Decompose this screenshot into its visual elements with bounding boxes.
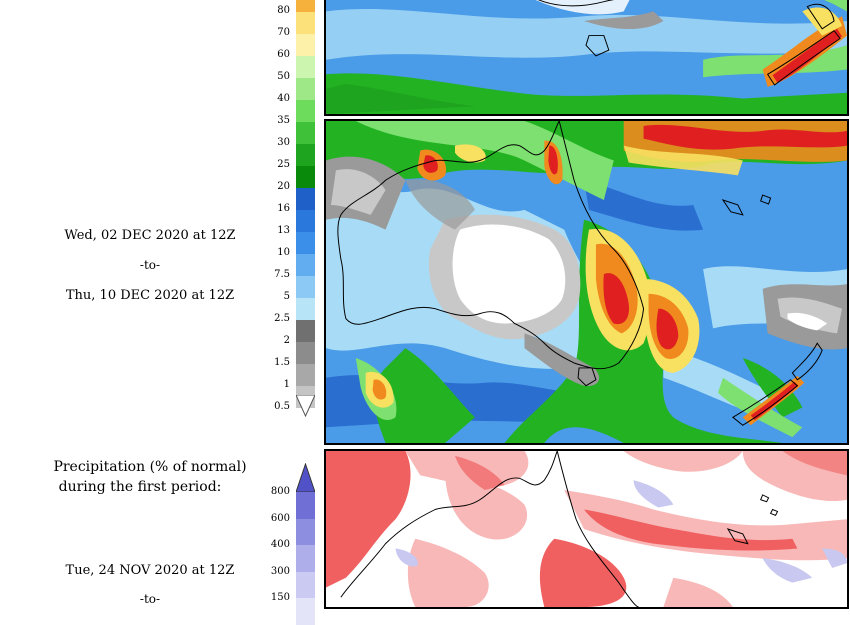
- precip-scale-label: 13: [277, 225, 290, 236]
- precip-colorbar-cell: [296, 78, 315, 100]
- anomaly-colorbar-cell: [296, 518, 315, 545]
- precip-scale-label: 2.5: [274, 313, 290, 324]
- anomaly-colorbar-cell: [296, 571, 315, 598]
- precip-scale-label: 7.5: [274, 269, 290, 280]
- precipitation-colorbar: [296, 0, 315, 408]
- precip-colorbar-cell: [296, 56, 315, 78]
- forecast-end-label: Thu, 10 DEC 2020 at 12Z: [65, 288, 235, 303]
- precip-scale-label: 25: [277, 159, 290, 170]
- anomaly-colorbar-cell: [296, 545, 315, 572]
- precip-colorbar-cell: [296, 144, 315, 166]
- anomaly-colorbar-cell: [296, 598, 315, 625]
- precip-colorbar-cell: [296, 232, 315, 254]
- anomaly-scale-label: 300: [270, 565, 290, 577]
- precip-colorbar-cell: [296, 166, 315, 188]
- precip-scale-label: 40: [277, 93, 290, 104]
- precip-colorbar-cell: [296, 12, 315, 34]
- precip-scale-label: 2: [283, 335, 290, 346]
- anomaly-colorbar: [296, 492, 315, 625]
- precip-scale-label: 10: [277, 247, 290, 258]
- precip-colorbar-cell: [296, 100, 315, 122]
- precip-scale-label: 70: [277, 27, 290, 38]
- colorbar-bottom-arrow: [296, 395, 315, 417]
- precip-anomaly-map: [324, 449, 849, 609]
- precip-scale-label: 30: [277, 137, 290, 148]
- precip-colorbar-cell: [296, 122, 315, 144]
- anomaly-scale-label: 150: [270, 592, 290, 603]
- precip-scale-label: 60: [277, 49, 290, 60]
- anomaly-colorbar-cell: [296, 492, 315, 519]
- precip-scale-label: 5: [283, 291, 290, 302]
- precip-colorbar-cell: [296, 364, 315, 386]
- forecast-start-label: Wed, 02 DEC 2020 at 12Z: [64, 228, 236, 243]
- precip-colorbar-cell: [296, 342, 315, 364]
- precip-scale-label: 1.5: [274, 357, 290, 368]
- precip-colorbar-cell: [296, 34, 315, 56]
- anomaly-to-label: -to-: [139, 592, 161, 606]
- precip-scale-label: 0.5: [274, 401, 290, 412]
- anomaly-start-label: Tue, 24 NOV 2020 at 12Z: [65, 563, 235, 578]
- anomaly-title-line1: Precipitation (% of normal): [53, 459, 247, 475]
- precip-scale-label: 16: [277, 203, 290, 214]
- forecast-to-label: -to-: [139, 258, 161, 272]
- anomaly-title-line2: during the first period:: [58, 479, 222, 495]
- precip-colorbar-cell: [296, 188, 315, 210]
- precip-colorbar-cell: [296, 320, 315, 342]
- precip-map-previous-period: [324, 0, 849, 116]
- precip-colorbar-cell: [296, 298, 315, 320]
- precip-colorbar-cell: [296, 0, 315, 12]
- precip-scale-label: 35: [277, 115, 290, 126]
- anomaly-scale-label: 800: [270, 486, 290, 497]
- precip-colorbar-cell: [296, 254, 315, 276]
- precip-scale-label: 1: [283, 379, 290, 390]
- precip-scale-label: 20: [277, 181, 290, 192]
- precip-colorbar-cell: [296, 276, 315, 298]
- precip-scale-label: 80: [277, 5, 290, 16]
- precip-scale-label: 50: [277, 71, 290, 82]
- precip-map-forecast-total: [324, 119, 849, 445]
- precip-colorbar-cell: [296, 210, 315, 232]
- anomaly-colorbar-top-arrow: [296, 463, 315, 493]
- anomaly-scale-label: 400: [270, 539, 290, 550]
- anomaly-scale-label: 600: [270, 512, 290, 524]
